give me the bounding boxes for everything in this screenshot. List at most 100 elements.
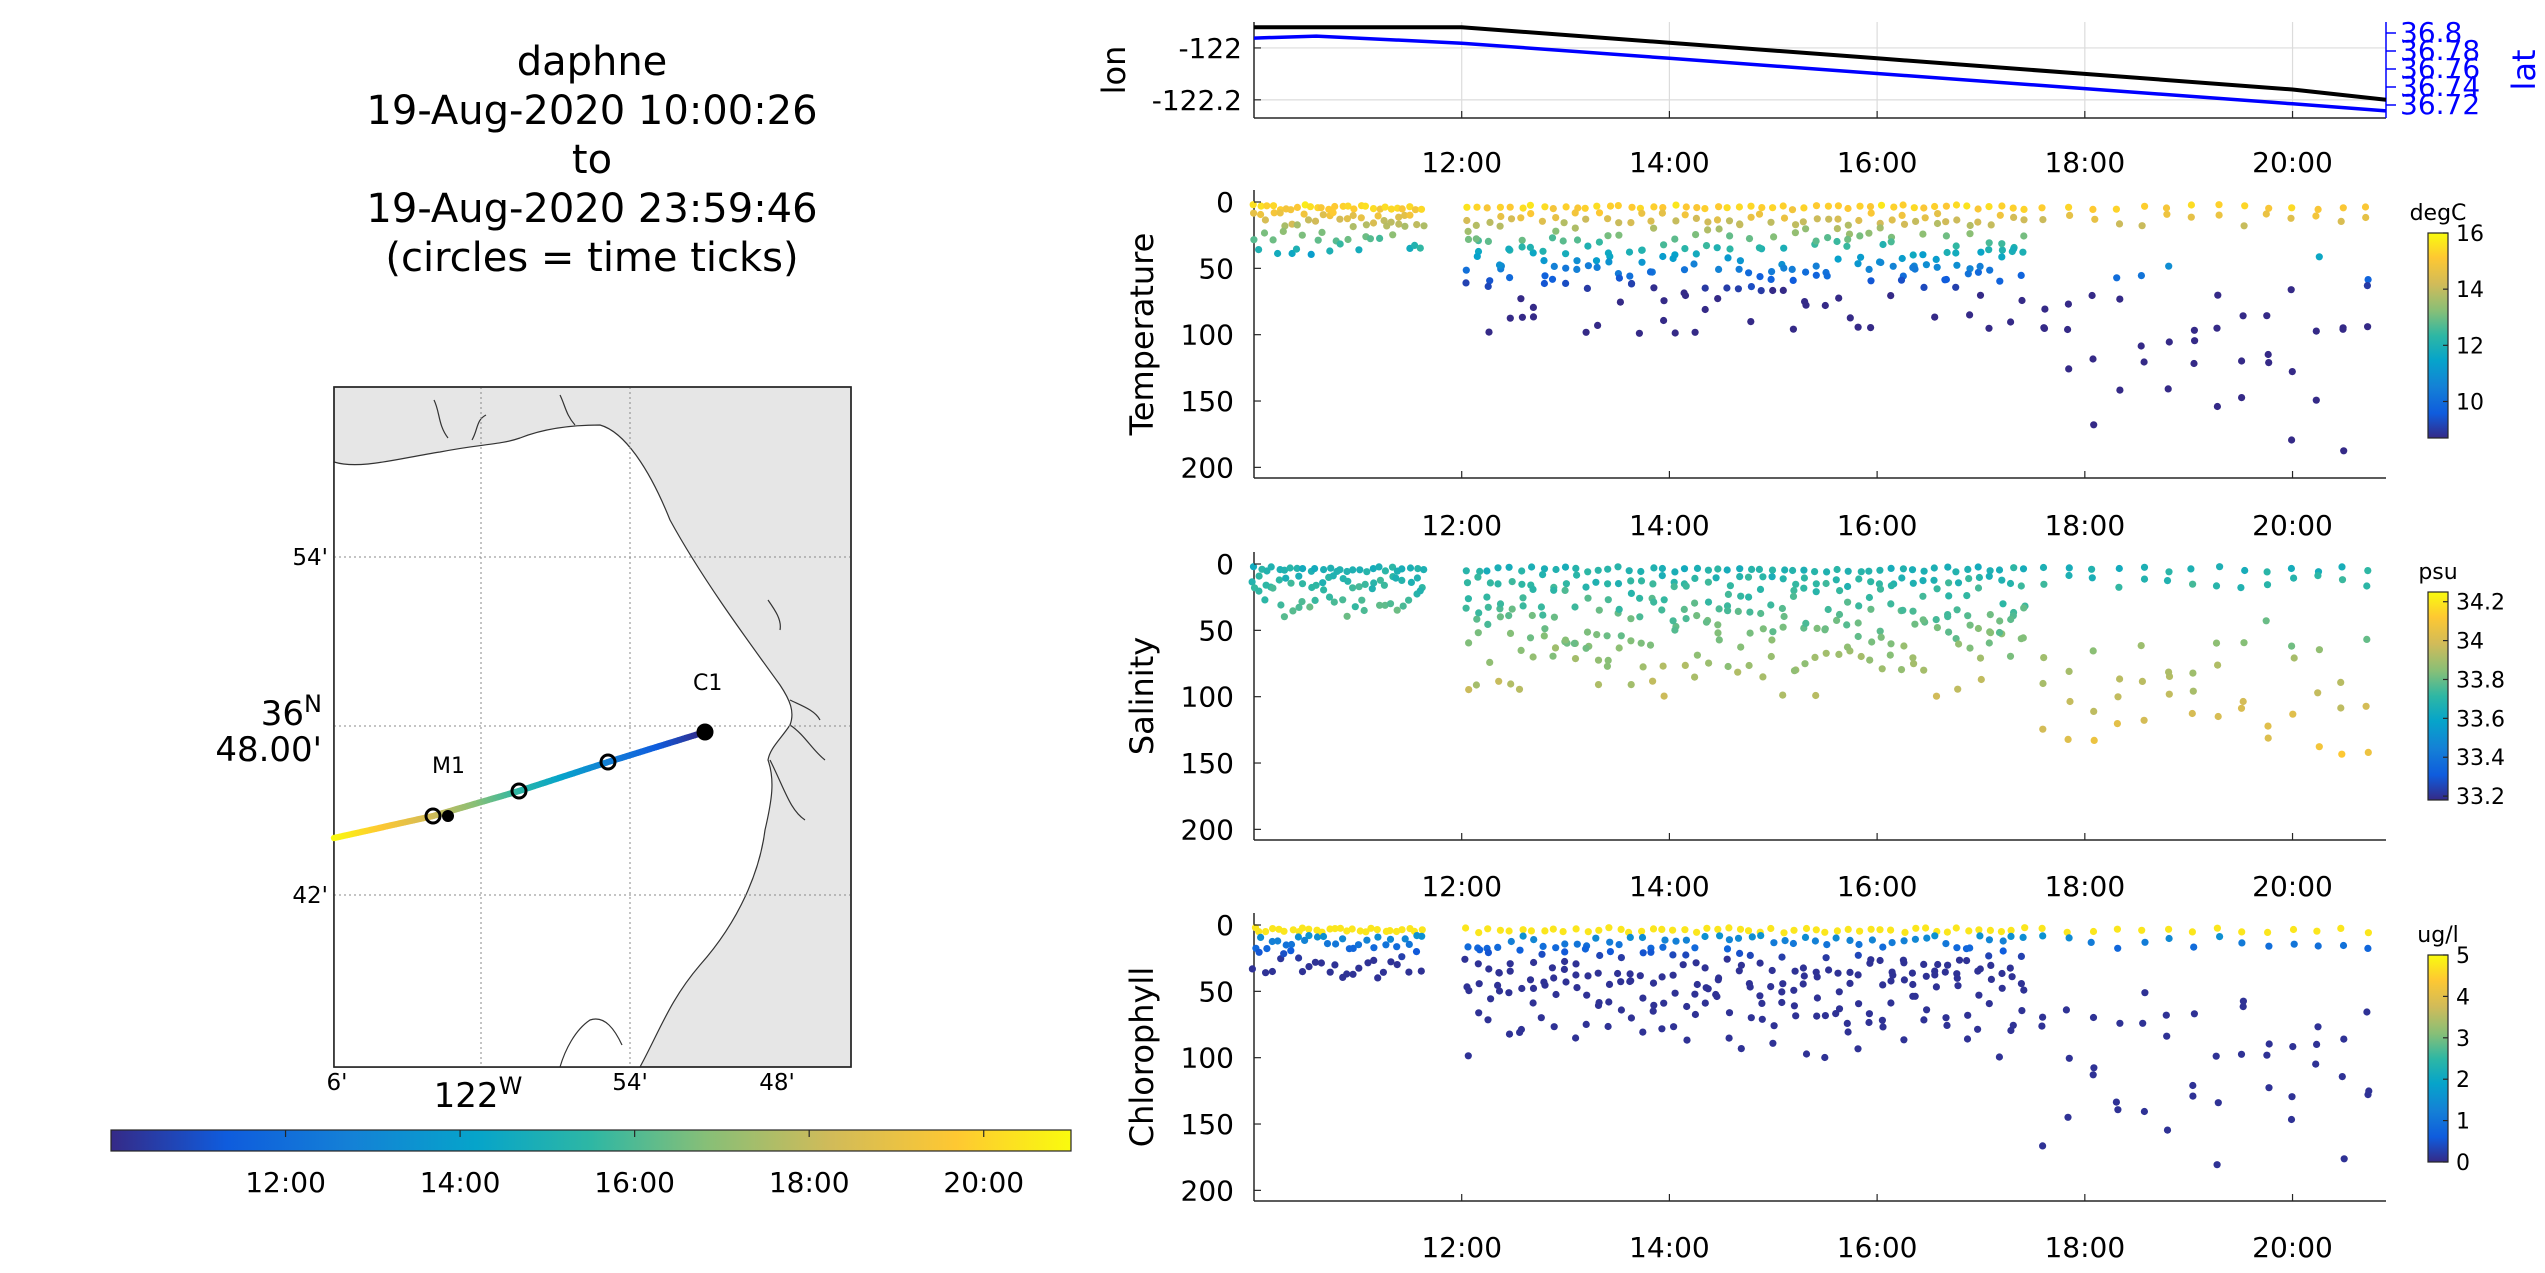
chlorophyll-scatter-point: [1683, 1036, 1691, 1044]
x-tick-label: 12:00: [1421, 509, 1502, 542]
salinity-scatter-point: [1854, 632, 1862, 641]
salinity-scatter-point: [2065, 564, 2073, 572]
temperature-scatter-point: [1998, 240, 2006, 248]
chlorophyll-scatter-point: [2087, 938, 2095, 947]
chlorophyll-scatter-point: [1561, 957, 1569, 966]
chlorophyll-scatter-point: [1998, 984, 2006, 992]
temperature-scatter-point: [1311, 217, 1320, 225]
chlorophyll-scatter-point: [1757, 932, 1765, 940]
chlorophyll-scatter-point: [1995, 1053, 2003, 1061]
temperature-scatter-point: [1538, 217, 1546, 225]
chlorophyll-scatter-point: [1691, 990, 1699, 998]
salinity-scatter-point: [2289, 710, 2297, 718]
temperature-scatter-point: [1562, 250, 1570, 258]
temperature-scatter-point: [1800, 204, 1808, 212]
temperature-scatter-point: [1985, 246, 1993, 254]
chlorophyll-scatter-point: [1552, 990, 1560, 999]
salinity-scatter-point: [1723, 566, 1731, 574]
temperature-scatter-point: [2288, 368, 2296, 376]
chlorophyll-scatter-point: [1714, 976, 1722, 984]
temperature-y-tick-label: 150: [1181, 385, 1234, 418]
salinity-scatter-point: [1964, 612, 1972, 620]
salinity-scatter-point: [1822, 579, 1830, 588]
time-colorbar-ticks: 12:00 14:00 16:00 18:00 20:00: [245, 1130, 1024, 1199]
salinity-scatter-point: [1878, 665, 1886, 673]
track-map: C1 M1 54' 42' 36N 48.00' 6' 54' 48' 122W: [215, 386, 852, 1116]
salinity-scatter-point: [1748, 565, 1756, 574]
salinity-scatter-point: [1953, 606, 1961, 614]
chlorophyll-scatter-point: [2089, 927, 2098, 936]
lat-y-tick-label: 36.72: [2400, 88, 2480, 121]
chlorophyll-scatter-point: [2007, 926, 2015, 935]
temperature-scatter-point: [1998, 253, 2006, 261]
salinity-scatter-point: [1293, 564, 1301, 573]
salinity-scatter-point: [1833, 616, 1841, 625]
salinity-colorbar-tick-label: 33.2: [2456, 785, 2505, 810]
chlorophyll-scatter-point: [2116, 1019, 2124, 1027]
chlorophyll-scatter-point: [1582, 1020, 1590, 1028]
chlorophyll-scatter-point: [1812, 926, 1820, 934]
temperature-scatter-point: [2009, 204, 2017, 212]
salinity-scatter-point: [2189, 669, 2197, 677]
salinity-scatter-point: [1715, 636, 1723, 644]
temperature-scatter-point: [1802, 225, 1810, 233]
temperature-scatter-point: [1715, 265, 1723, 273]
chlorophyll-scatter-point: [1813, 994, 1821, 1002]
time-tick-markers: [424, 723, 714, 825]
chlorophyll-scatter-point: [1887, 999, 1895, 1007]
temperature-scatter-point: [1626, 272, 1634, 280]
chlorophyll-scatter-point: [2363, 1008, 2371, 1016]
map-lat-label: 36N: [261, 690, 322, 734]
chlorophyll-scatter-point: [1617, 954, 1625, 962]
temperature-scatter-point: [1672, 217, 1680, 225]
salinity-scatter-point: [1658, 564, 1666, 573]
time-tick-circle: [696, 723, 714, 741]
temperature-scatter-point: [1463, 203, 1471, 211]
salinity-scatter-point: [1486, 658, 1494, 667]
temperature-scatter-point: [1921, 214, 1929, 222]
chlorophyll-scatter-point: [1530, 936, 1538, 944]
temperature-colorbar-tick-label: 16: [2456, 222, 2484, 247]
chlorophyll-colorbar-tick-label: 5: [2456, 944, 2470, 969]
salinity-scatter-point: [1932, 692, 1941, 700]
chlorophyll-scatter-point: [1581, 945, 1589, 953]
salinity-scatter-point: [1360, 606, 1368, 615]
temperature-scatter-point: [1615, 274, 1623, 282]
chlorophyll-scatter-point: [2065, 1054, 2073, 1062]
salinity-scatter-point: [1712, 574, 1720, 582]
temperature-scatter-point: [1835, 294, 1843, 302]
chlorophyll-scatter-point: [1331, 961, 1339, 969]
salinity-scatter-point: [1255, 587, 1263, 595]
temperature-scatter-point: [1539, 247, 1547, 255]
salinity-scatter-point: [1659, 662, 1667, 670]
x-tick-label: 20:00: [2252, 146, 2333, 179]
chlorophyll-scatter-point: [1909, 980, 1917, 989]
salinity-scatter-point: [1977, 675, 1985, 684]
chlorophyll-scatter-point: [1343, 970, 1351, 978]
temperature-scatter-point: [1376, 234, 1384, 242]
salinity-scatter-point: [1999, 600, 2007, 608]
temperature-scatter-point: [2010, 245, 2018, 253]
temperature-scatter-point: [1952, 201, 1961, 209]
chlorophyll-scatter-point: [2287, 1115, 2296, 1124]
salinity-scatter-point: [1486, 579, 1494, 587]
temperature-axes-bg: [1254, 190, 2386, 478]
salinity-scatter-point: [1496, 613, 1504, 621]
chlorophyll-scatter-point: [1594, 969, 1602, 977]
salinity-scatter-point: [1369, 565, 1377, 573]
salinity-scatter-point: [2113, 720, 2121, 728]
salinity-scatter-point: [1627, 589, 1635, 598]
temperature-scatter-point: [2339, 204, 2347, 212]
chlorophyll-scatter-point: [2340, 1035, 2348, 1043]
x-tick-label: 20:00: [2252, 870, 2333, 903]
chlorophyll-scatter-point: [1476, 946, 1484, 954]
chlorophyll-scatter-point: [1289, 926, 1297, 934]
salinity-scatter-point: [2064, 735, 2072, 744]
temperature-scatter-point: [1867, 324, 1875, 332]
salinity-scatter-point: [1582, 583, 1590, 591]
salinity-scatter-point: [1714, 621, 1722, 629]
salinity-scatter-point: [1800, 584, 1808, 592]
chlorophyll-scatter-point: [1876, 926, 1884, 934]
temperature-scatter-point: [2337, 217, 2345, 225]
